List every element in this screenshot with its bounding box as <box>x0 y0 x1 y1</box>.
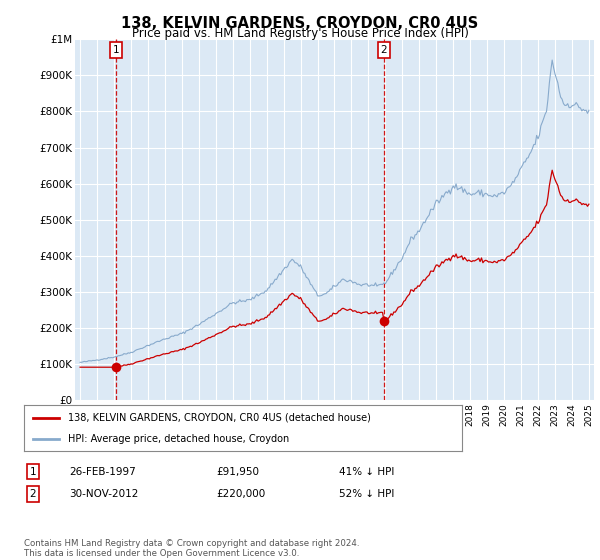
Text: £91,950: £91,950 <box>216 466 259 477</box>
Text: 41% ↓ HPI: 41% ↓ HPI <box>339 466 394 477</box>
Text: Contains HM Land Registry data © Crown copyright and database right 2024.
This d: Contains HM Land Registry data © Crown c… <box>24 539 359 558</box>
Text: 2: 2 <box>29 489 37 499</box>
Text: 30-NOV-2012: 30-NOV-2012 <box>69 489 139 499</box>
Text: 138, KELVIN GARDENS, CROYDON, CR0 4US (detached house): 138, KELVIN GARDENS, CROYDON, CR0 4US (d… <box>68 413 371 423</box>
Text: 52% ↓ HPI: 52% ↓ HPI <box>339 489 394 499</box>
Text: Price paid vs. HM Land Registry's House Price Index (HPI): Price paid vs. HM Land Registry's House … <box>131 27 469 40</box>
Text: 1: 1 <box>113 45 119 55</box>
Text: 1: 1 <box>29 466 37 477</box>
Text: 138, KELVIN GARDENS, CROYDON, CR0 4US: 138, KELVIN GARDENS, CROYDON, CR0 4US <box>121 16 479 31</box>
Text: HPI: Average price, detached house, Croydon: HPI: Average price, detached house, Croy… <box>68 435 289 444</box>
Text: £220,000: £220,000 <box>216 489 265 499</box>
Text: 2: 2 <box>381 45 388 55</box>
Text: 26-FEB-1997: 26-FEB-1997 <box>69 466 136 477</box>
